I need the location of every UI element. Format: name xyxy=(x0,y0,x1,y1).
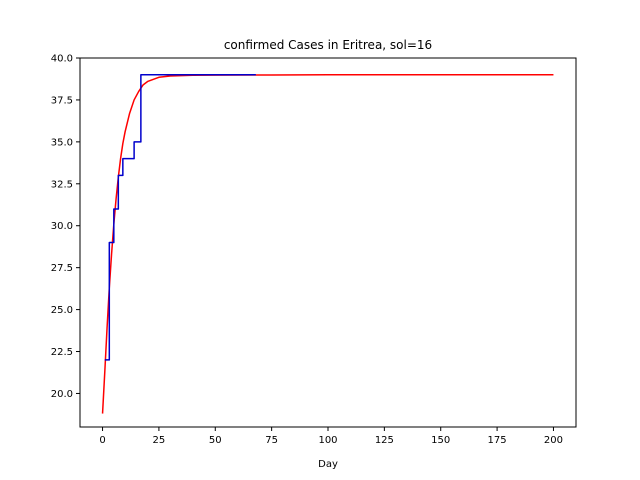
x-tick-label: 0 xyxy=(99,435,105,446)
y-tick-label: 22.5 xyxy=(51,347,73,358)
x-tick-label: 25 xyxy=(153,435,166,446)
y-tick-label: 37.5 xyxy=(51,95,73,106)
x-tick-label: 50 xyxy=(209,435,222,446)
x-tick-label: 200 xyxy=(544,435,563,446)
series-line-1 xyxy=(104,74,256,361)
x-axis-label: Day xyxy=(318,459,338,470)
x-tick-label: 75 xyxy=(265,435,278,446)
chart-title: confirmed Cases in Eritrea, sol=16 xyxy=(224,38,432,52)
y-tick-label: 20.0 xyxy=(51,389,73,400)
x-tick-label: 100 xyxy=(318,435,337,446)
x-tick-label: 175 xyxy=(488,435,507,446)
series-line-0 xyxy=(101,74,554,414)
y-tick-label: 40.0 xyxy=(51,54,73,65)
y-tick-label: 30.0 xyxy=(51,221,73,232)
series-layer xyxy=(101,74,554,414)
plot-frame xyxy=(79,57,577,428)
x-tick-label: 150 xyxy=(431,435,450,446)
y-tick-label: 35.0 xyxy=(51,137,73,148)
y-tick-label: 32.5 xyxy=(51,179,73,190)
x-tick-label: 125 xyxy=(375,435,394,446)
ticks-layer: 0 25 50 75 100 125 150 175 200 20.0 22.5 25.0 27.5 30… xyxy=(51,54,563,447)
y-tick-label: 27.5 xyxy=(51,263,73,274)
y-tick-label: 25.0 xyxy=(51,305,73,316)
